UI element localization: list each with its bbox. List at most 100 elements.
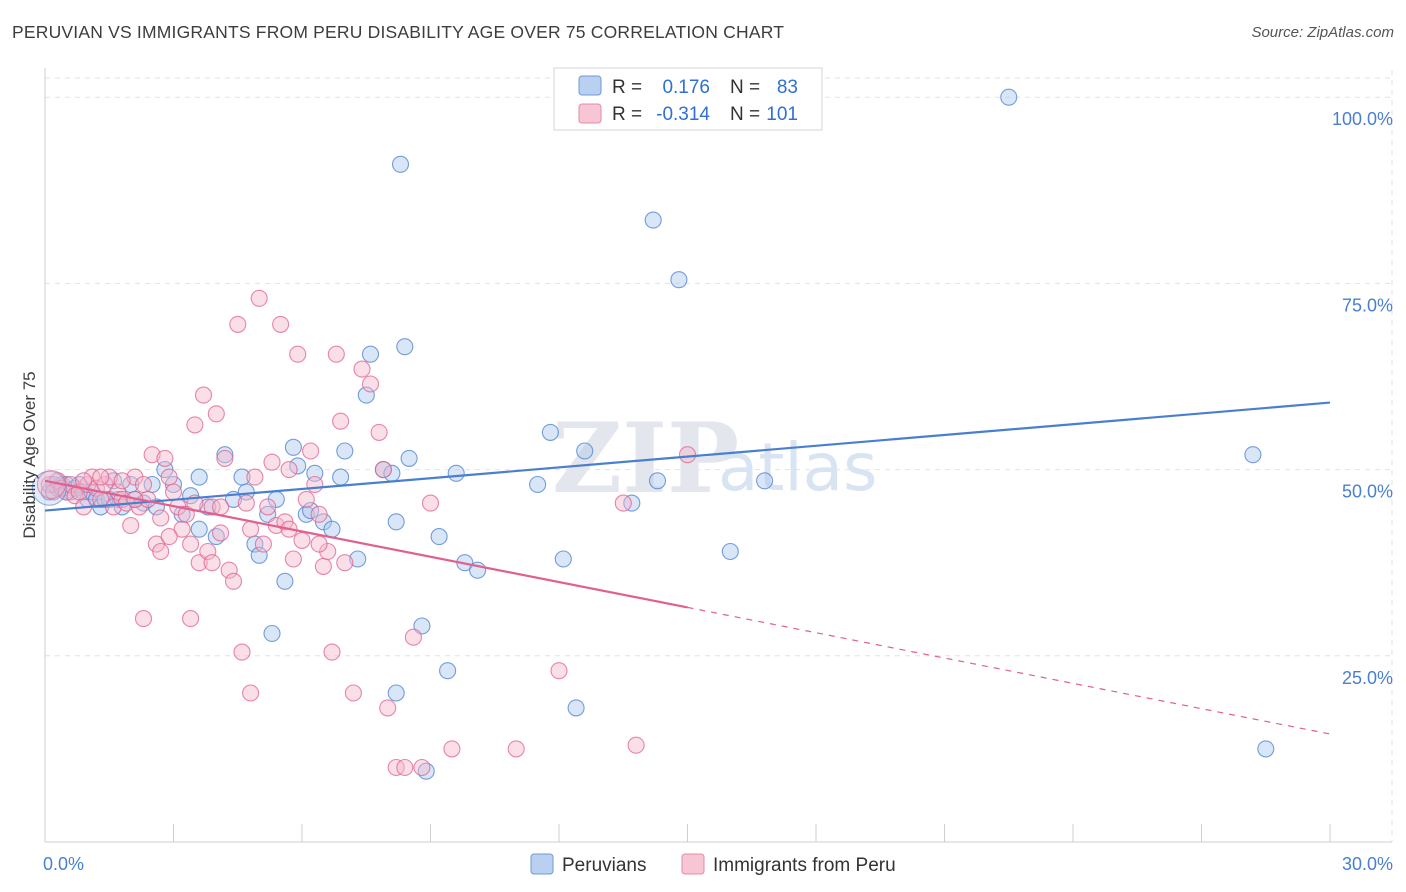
point-peruvians [644, 211, 662, 229]
point-peruvians [756, 472, 774, 490]
point-immigrants [143, 446, 161, 464]
point-immigrants [229, 315, 247, 333]
point-immigrants [627, 736, 645, 754]
point-immigrants [272, 315, 290, 333]
point-immigrants [160, 468, 178, 486]
point-peruvians [387, 684, 405, 702]
point-peruvians [576, 442, 594, 460]
correlation-legend: R = 0.176 N = 83 R = -0.314 N = 101 [553, 67, 823, 131]
point-peruvians [400, 449, 418, 467]
point-immigrants [332, 412, 350, 430]
point-immigrants [443, 740, 461, 758]
point-immigrants [344, 684, 362, 702]
point-immigrants [152, 509, 170, 527]
source-label: Source: ZipAtlas.com [1251, 24, 1394, 41]
point-immigrants [280, 461, 298, 479]
point-immigrants [122, 516, 140, 535]
point-immigrants [353, 360, 371, 378]
legend-n-label-2: N = [730, 104, 760, 125]
point-immigrants [323, 643, 341, 661]
y-tick-label: 25.0% [1342, 668, 1393, 688]
point-immigrants [374, 461, 392, 479]
point-peruvians [391, 155, 410, 173]
point-immigrants [310, 505, 328, 523]
series-label-peruvians: Peruvians [562, 855, 647, 876]
legend-n-label-1: N = [730, 77, 760, 98]
point-immigrants [421, 494, 440, 512]
point-peruvians [447, 464, 465, 482]
legend-r-value-1: 0.176 [662, 77, 710, 98]
point-immigrants [387, 758, 405, 777]
point-peruvians [430, 528, 448, 546]
point-peruvians [190, 468, 208, 486]
point-peruvians [284, 438, 302, 456]
point-immigrants [164, 483, 183, 501]
point-peruvians [648, 472, 667, 490]
point-immigrants [134, 610, 153, 628]
point-peruvians [323, 520, 341, 538]
point-immigrants [259, 498, 277, 516]
point-immigrants [404, 628, 422, 646]
point-peruvians [216, 446, 234, 464]
point-immigrants [45, 483, 63, 501]
point-immigrants [379, 699, 397, 717]
point-immigrants [263, 453, 281, 471]
point-immigrants [254, 535, 272, 553]
point-immigrants [237, 494, 255, 512]
point-immigrants [306, 475, 324, 494]
point-peruvians [336, 442, 354, 460]
point-immigrants [319, 542, 337, 561]
point-immigrants [242, 520, 260, 538]
point-peruvians [332, 468, 350, 486]
x-tick-label: 0.0% [43, 854, 84, 874]
point-immigrants [207, 405, 225, 423]
point-immigrants [182, 535, 200, 553]
point-peruvians [554, 550, 572, 568]
point-immigrants [678, 446, 697, 464]
point-peruvians [396, 338, 414, 356]
point-immigrants [302, 442, 320, 460]
point-immigrants [289, 345, 307, 363]
point-immigrants [242, 684, 260, 702]
trend-layer [44, 401, 1331, 735]
point-immigrants [310, 535, 328, 553]
point-peruvians [439, 662, 457, 680]
point-immigrants [100, 468, 118, 486]
point-peruvians [670, 271, 688, 289]
legend-n-value-2: 101 [766, 104, 798, 125]
legend-r-label-1: R = [612, 77, 642, 98]
point-immigrants [550, 662, 568, 680]
point-peruvians [276, 572, 294, 590]
point-peruvians [361, 345, 380, 363]
legend-r-label-2: R = [612, 104, 642, 125]
point-immigrants [413, 758, 431, 777]
chart-title: PERUVIAN VS IMMIGRANTS FROM PERU DISABIL… [12, 22, 785, 42]
legend-swatch-blue [578, 75, 602, 96]
point-peruvians [721, 542, 739, 561]
point-immigrants [152, 542, 170, 561]
point-peruvians [1244, 446, 1262, 464]
y-tick-label: 100.0% [1332, 109, 1393, 129]
point-immigrants [396, 758, 414, 777]
point-peruvians [529, 475, 547, 494]
axis-layer: 25.0% 50.0% 75.0% 100.0% 0.0% 30.0% [43, 68, 1393, 874]
point-immigrants [160, 528, 178, 546]
point-immigrants [182, 610, 200, 628]
y-tick-label: 50.0% [1342, 482, 1393, 502]
point-immigrants [614, 494, 632, 512]
point-immigrants [250, 289, 268, 307]
series-swatch-immigrants [681, 853, 705, 875]
trend-line-immigrants-extrapolated [687, 606, 1331, 735]
point-peruvians [349, 550, 367, 568]
point-peruvians [1257, 740, 1275, 758]
point-peruvians [302, 502, 320, 520]
point-immigrants [194, 386, 213, 404]
legend-swatch-pink [578, 103, 602, 124]
y-axis-label: Disability Age Over 75 [20, 371, 39, 538]
point-immigrants [284, 550, 302, 568]
point-peruvians [1000, 88, 1018, 106]
point-immigrants [293, 531, 311, 549]
watermark: ZIP atlas [552, 402, 878, 515]
point-immigrants [156, 449, 174, 467]
